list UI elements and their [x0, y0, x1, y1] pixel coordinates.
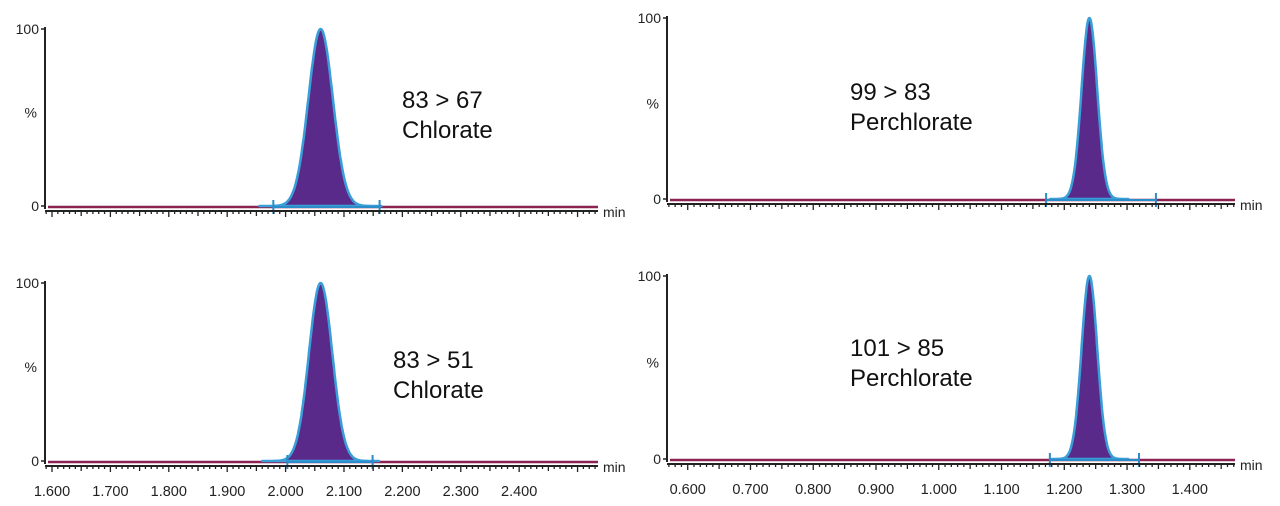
x-tick-label: 1.400 [1172, 482, 1208, 498]
y-tick-label: 100 [638, 10, 662, 26]
x-axis-unit: min [603, 204, 626, 220]
panel-4: 100 0% min 0.600 0.700 0.800 0.900 1.000 1.100 1.… [638, 268, 1263, 498]
y-tick-label: 0 [653, 191, 661, 207]
peak [258, 27, 383, 208]
y-axis-label: % [25, 359, 37, 375]
x-axis-unit: min [603, 459, 626, 475]
panel-4-label: 101 > 85 Perchlorate [850, 334, 973, 394]
x-tick-label: 0.800 [795, 482, 831, 498]
y-tick-label: 100 [16, 275, 40, 291]
y-tick-label: 100 [638, 268, 662, 284]
panel-3-transition: 83 > 51 [393, 347, 474, 374]
y-tick-label: 0 [31, 453, 39, 469]
panel-1-compound: Chlorate [402, 117, 493, 144]
x-tick-label: 1.200 [1046, 482, 1082, 498]
x-tick-label: 1.600 [34, 484, 70, 500]
panel-3-label: 83 > 51 Chlorate [393, 346, 484, 406]
x-tick-label: 2.300 [443, 484, 479, 500]
panel-2-label: 99 > 83 Perchlorate [850, 78, 973, 138]
panel-4-compound: Perchlorate [850, 365, 973, 392]
x-axis-unit: min [1240, 197, 1263, 213]
x-axis-unit: min [1240, 457, 1263, 473]
x-tick-label: 0.900 [858, 482, 894, 498]
panel-1: 100 0% min [16, 21, 626, 220]
x-tick-label: 1.900 [209, 484, 245, 500]
y-axis-label: % [25, 105, 37, 121]
x-tick-label: 1.300 [1109, 482, 1145, 498]
y-tick-label: 0 [653, 451, 661, 467]
x-tick-label: 1.100 [983, 482, 1019, 498]
panel-3: 100 0% min 1.600 1.700 1.800 1.900 2.000 2.100 2.… [16, 275, 626, 500]
x-tick-label: 0.600 [670, 482, 706, 498]
x-tick-label: 0.700 [732, 482, 768, 498]
panel-1-label: 83 > 67 Chlorate [402, 86, 493, 146]
peak [1048, 16, 1130, 201]
peak [260, 281, 381, 463]
x-tick-label: 1.700 [92, 484, 128, 500]
x-tick-label: 2.400 [501, 484, 537, 500]
panel-1-transition: 83 > 67 [402, 87, 483, 114]
x-tick-label: 1.000 [921, 482, 957, 498]
peak [1048, 274, 1130, 461]
x-tick-label: 2.000 [267, 484, 303, 500]
y-axis-label: % [647, 355, 659, 371]
y-tick-label: 0 [31, 198, 39, 214]
y-tick-label: 100 [16, 21, 40, 37]
panel-2: 100 0% min [638, 10, 1263, 213]
y-axis-label: % [647, 96, 659, 112]
x-tick-label: 2.200 [384, 484, 420, 500]
x-tick-label: 1.800 [151, 484, 187, 500]
panel-2-compound: Perchlorate [850, 109, 973, 136]
panel-4-transition: 101 > 85 [850, 335, 945, 362]
x-tick-label: 2.100 [326, 484, 362, 500]
panel-3-compound: Chlorate [393, 377, 484, 404]
panel-2-transition: 99 > 83 [850, 79, 931, 106]
